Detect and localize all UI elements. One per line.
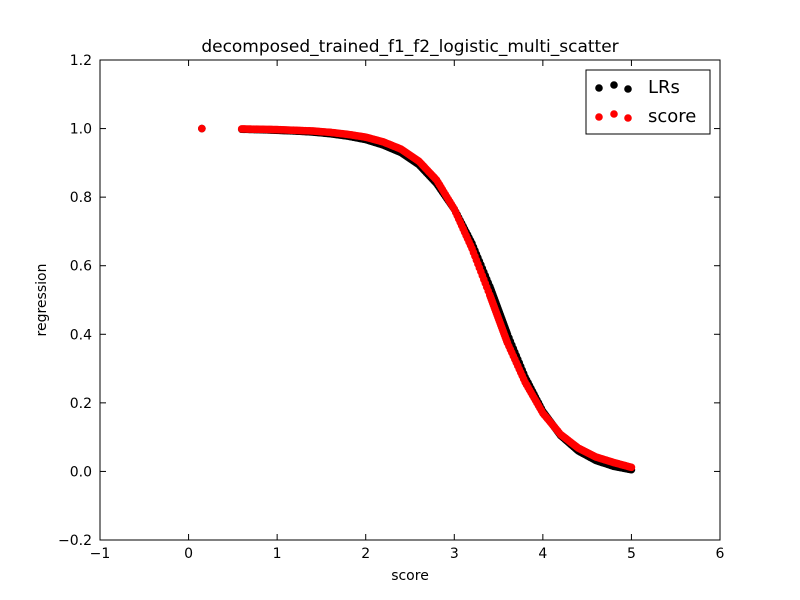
legend-marker-lrs	[624, 85, 632, 93]
axis-ticks: −1 0 1 2 3 4 5 6 −0.2 0.0 0.2 0.4 0.6 0.8 1.0 1.2	[58, 53, 725, 562]
chart-title: decomposed_trained_f1_f2_logistic_multi_…	[201, 37, 618, 57]
y-tick-label: −0.2	[58, 533, 92, 549]
y-tick-label: 0.6	[70, 259, 92, 275]
x-tick-label: 6	[716, 546, 725, 562]
y-tick-label: 1.2	[70, 53, 92, 69]
x-axis-label: score	[391, 568, 429, 584]
x-tick-label: 4	[538, 546, 547, 562]
legend-label-score: score	[648, 106, 696, 127]
x-tick-label: 1	[273, 546, 282, 562]
legend-marker-score	[610, 110, 618, 118]
plot-area	[198, 124, 636, 474]
y-axis-label: regression	[34, 264, 50, 337]
y-tick-label: 0.2	[70, 396, 92, 412]
plot-frame	[99, 59, 721, 541]
y-tick-label: 1.0	[70, 122, 92, 138]
x-tick-label: 5	[627, 546, 636, 562]
legend-marker-lrs	[595, 84, 603, 92]
legend: LRs score	[585, 69, 711, 135]
legend-box	[585, 69, 711, 135]
y-tick-label: 0.8	[70, 190, 92, 206]
x-tick-label: 0	[184, 546, 193, 562]
data-point	[627, 463, 636, 472]
series-score-points	[198, 124, 636, 472]
y-tick-label: 0.4	[70, 327, 92, 343]
y-tick-label: 0.0	[70, 464, 92, 480]
legend-marker-score	[624, 114, 632, 122]
legend-label-lrs: LRs	[648, 77, 680, 98]
legend-marker-lrs	[610, 81, 618, 89]
legend-marker-score	[595, 113, 603, 121]
x-tick-label: 2	[361, 546, 370, 562]
data-point	[198, 124, 206, 133]
x-tick-label: −1	[90, 546, 111, 562]
x-tick-label: 3	[450, 546, 459, 562]
